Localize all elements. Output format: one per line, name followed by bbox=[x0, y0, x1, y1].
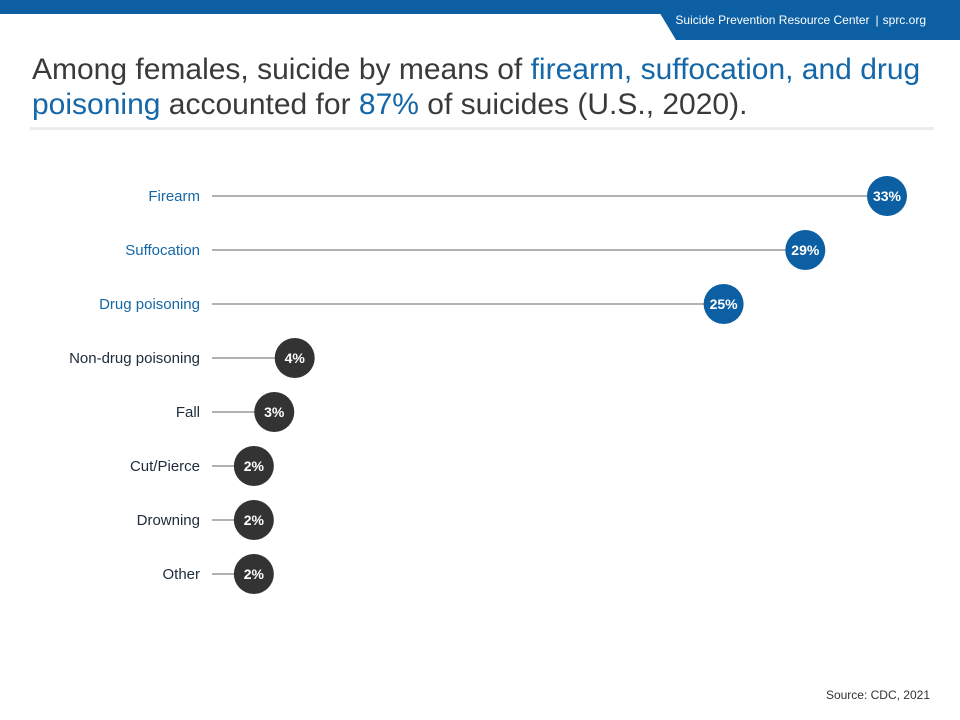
marker-drowning bbox=[233, 500, 274, 540]
source-note: Source: CDC, 2021 bbox=[825, 688, 930, 702]
headline-highlight-2: 87% bbox=[358, 88, 419, 121]
value-label-suffocation: 29% bbox=[791, 242, 820, 258]
lollipop-chart: Firearm 33% Suffocation 29% Drug poisoning 25… bbox=[69, 176, 907, 594]
marker-drug-poisoning bbox=[703, 284, 744, 324]
title-divider bbox=[30, 127, 934, 130]
marker-cut-pierce bbox=[233, 446, 274, 486]
category-label-drowning: Drowning bbox=[137, 512, 200, 529]
category-label-other: Other bbox=[162, 566, 200, 583]
headline-highlight-1: firearm, suffocation, and drug poisoning bbox=[32, 53, 921, 121]
headline-part-1: Among females, suicide by means of bbox=[32, 53, 531, 86]
org-name: Suicide Prevention Resource Center bbox=[675, 13, 870, 27]
site-link[interactable]: sprc.org bbox=[882, 13, 926, 27]
category-label-suffocation: Suffocation bbox=[125, 242, 200, 259]
marker-fall bbox=[254, 392, 295, 432]
value-label-cut-pierce: 2% bbox=[244, 458, 265, 474]
page-title: Among females, suicide by means of firea… bbox=[32, 52, 932, 122]
header-tab bbox=[652, 0, 960, 40]
category-label-cut-pierce: Cut/Pierce bbox=[130, 458, 200, 475]
category-label-non-drug-poisoning: Non-drug poisoning bbox=[69, 350, 200, 367]
value-label-firearm: 33% bbox=[873, 188, 902, 204]
marker-non-drug-poisoning bbox=[274, 338, 315, 378]
headline-part-2: accounted for bbox=[160, 88, 359, 121]
header-org: Suicide Prevention Resource Center | sprc.… bbox=[675, 13, 926, 27]
value-label-drug-poisoning: 25% bbox=[710, 296, 739, 312]
marker-suffocation bbox=[785, 230, 826, 270]
category-label-firearm: Firearm bbox=[148, 188, 200, 205]
headline-part-3: of suicides (U.S., 2020). bbox=[418, 88, 748, 121]
marker-other bbox=[233, 554, 274, 594]
value-label-fall: 3% bbox=[264, 404, 285, 420]
value-label-drowning: 2% bbox=[244, 512, 265, 528]
header-separator: | bbox=[875, 13, 879, 27]
value-label-other: 2% bbox=[244, 566, 265, 582]
marker-firearm bbox=[867, 176, 907, 216]
category-label-fall: Fall bbox=[176, 404, 200, 421]
value-label-non-drug-poisoning: 4% bbox=[285, 350, 306, 366]
category-label-drug-poisoning: Drug poisoning bbox=[99, 296, 200, 313]
